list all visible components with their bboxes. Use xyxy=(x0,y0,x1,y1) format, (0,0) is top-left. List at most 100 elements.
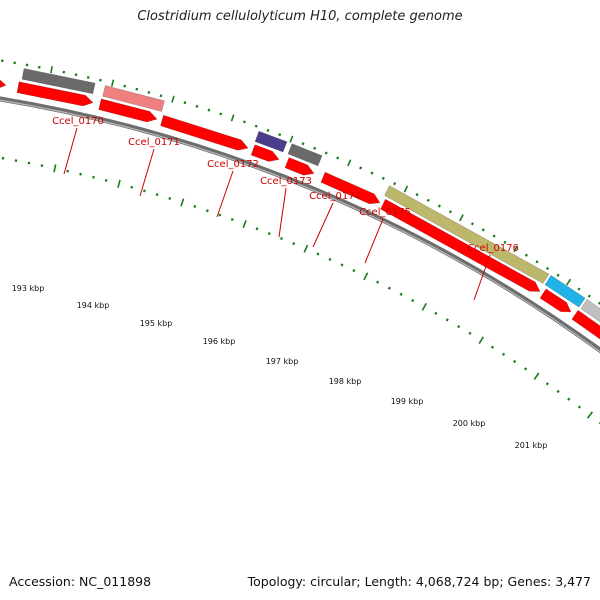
gene-box-olive xyxy=(384,185,550,284)
minor-tick xyxy=(92,175,95,179)
minor-tick xyxy=(387,286,391,290)
minor-tick xyxy=(370,171,374,175)
minor-tick xyxy=(135,87,139,91)
minor-tick xyxy=(545,382,549,386)
gene-label-ccel-0175: Ccel_0175 xyxy=(359,207,411,218)
minor-tick xyxy=(336,156,340,160)
major-tick xyxy=(53,164,57,173)
gene-label-ccel-0173: Ccel_0173 xyxy=(260,176,312,187)
minor-tick xyxy=(147,91,151,94)
major-tick xyxy=(180,198,185,207)
genome-summary-text: Topology: circular; Length: 4,068,724 bp… xyxy=(247,574,591,589)
minor-tick xyxy=(437,204,441,208)
major-tick xyxy=(586,411,594,419)
label-leader-line xyxy=(278,187,287,238)
minor-tick xyxy=(567,397,571,401)
minor-tick xyxy=(535,260,539,264)
minor-tick xyxy=(434,311,438,315)
major-tick xyxy=(403,185,409,193)
cds-arrow xyxy=(98,98,158,123)
cds-arrow xyxy=(380,198,541,292)
minor-tick xyxy=(577,287,581,291)
kbp-labels: 193 kbp 194 kbp 195 kbp 196 kbp 197 kbp … xyxy=(12,284,548,450)
minor-tick xyxy=(324,151,328,155)
label-leader-line xyxy=(364,218,384,264)
cds-arrow xyxy=(160,114,249,151)
major-tick xyxy=(363,272,369,281)
kbp-label-199: 199 kbp xyxy=(391,397,424,406)
minor-tick xyxy=(524,253,528,257)
minor-tick xyxy=(546,266,550,271)
kbp-label-200: 200 kbp xyxy=(453,419,486,428)
major-tick xyxy=(50,66,54,74)
minor-tick xyxy=(524,367,528,371)
label-leader-line xyxy=(473,254,491,301)
minor-tick xyxy=(457,324,461,329)
minor-tick xyxy=(123,84,127,88)
kbp-label-197: 197 kbp xyxy=(266,357,299,366)
gene-box-pink xyxy=(102,85,165,112)
minor-tick xyxy=(219,112,223,116)
minor-tick xyxy=(168,196,172,200)
minor-tick xyxy=(242,120,246,124)
major-tick xyxy=(347,159,352,167)
minor-tick xyxy=(415,193,419,197)
minor-tick xyxy=(159,94,163,98)
major-tick xyxy=(117,179,121,188)
minor-tick xyxy=(490,345,495,349)
minor-tick xyxy=(205,209,209,213)
cds-arrow xyxy=(539,288,572,313)
label-leader-line xyxy=(312,202,334,248)
minor-tick xyxy=(492,234,496,238)
minor-tick xyxy=(316,252,320,256)
minor-tick xyxy=(218,213,222,217)
minor-tick xyxy=(313,146,317,150)
minor-tick xyxy=(393,182,397,186)
gene-label-ccel-0171: Ccel_0171 xyxy=(128,137,180,148)
minor-tick xyxy=(143,189,146,193)
gene-label-ccel-0176: Ccel_0176 xyxy=(467,243,519,254)
minor-tick xyxy=(86,75,90,79)
label-leader-line xyxy=(216,170,234,218)
minor-tick xyxy=(155,193,159,197)
kbp-label-201: 201 kbp xyxy=(515,441,548,450)
label-leader-line xyxy=(139,148,155,197)
minor-tick xyxy=(340,263,344,267)
gene-label-ccel-0170: Ccel_0170 xyxy=(52,116,104,127)
cds-arrow xyxy=(250,144,280,162)
gene-labels: Ccel_0170 Ccel_0171 Ccel_0172 Ccel_0173 … xyxy=(52,116,519,254)
major-tick xyxy=(565,278,572,286)
minor-tick xyxy=(99,78,102,82)
minor-tick xyxy=(503,240,507,244)
major-tick xyxy=(110,79,115,87)
major-tick xyxy=(230,114,235,122)
minor-tick xyxy=(255,227,259,231)
kbp-label-198: 198 kbp xyxy=(329,377,362,386)
minor-tick xyxy=(556,273,560,277)
minor-tick xyxy=(195,104,199,108)
accession-text: Accession: NC_011898 xyxy=(9,574,152,589)
minor-tick xyxy=(104,179,108,182)
major-tick xyxy=(303,244,309,253)
minor-tick xyxy=(556,389,560,394)
gene-box-cyan xyxy=(544,274,586,308)
minor-tick xyxy=(130,185,134,189)
minor-tick xyxy=(183,101,187,105)
minor-tick xyxy=(470,222,474,226)
minor-tick xyxy=(292,242,296,246)
gene-label-ccel-0172: Ccel_0172 xyxy=(207,159,259,170)
genome-backbone xyxy=(0,96,600,354)
kbp-label-193: 193 kbp xyxy=(12,284,45,293)
backbone-highlight xyxy=(0,99,600,353)
major-tick xyxy=(289,135,294,143)
major-tick xyxy=(459,214,464,222)
minor-tick xyxy=(587,294,591,298)
backbone-line xyxy=(0,96,600,354)
minor-tick xyxy=(448,210,452,214)
major-tick xyxy=(421,302,427,311)
minor-tick xyxy=(230,217,234,221)
minor-tick xyxy=(280,236,283,241)
minor-tick xyxy=(193,205,197,208)
minor-tick xyxy=(481,228,485,232)
minor-tick xyxy=(445,318,449,322)
